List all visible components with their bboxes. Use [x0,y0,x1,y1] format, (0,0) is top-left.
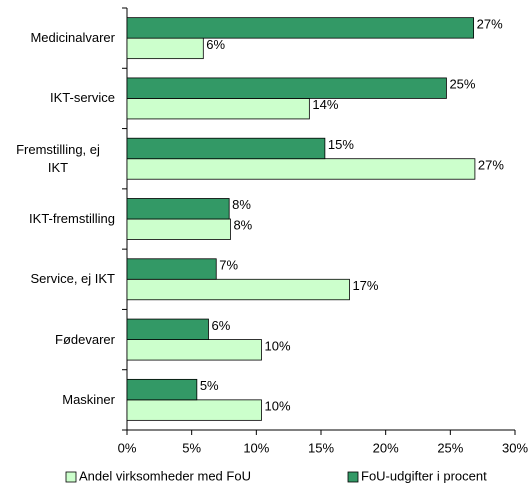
bar [126,137,326,160]
x-tick-label: 30% [502,440,528,455]
bar [126,77,447,99]
bar [126,198,230,220]
bar [126,218,231,240]
bar [126,258,217,280]
value-label: 17% [352,278,378,293]
y-tick-label: Fremstilling, ej IKT [16,141,100,175]
value-label: 8% [233,218,252,233]
value-label: 27% [478,157,504,172]
value-label: 5% [200,378,219,393]
x-tick-label: 20% [373,440,399,455]
value-label: 6% [206,37,225,52]
x-tick-label: 5% [182,440,201,455]
y-tick-label: Medicinalvarer [30,30,115,46]
legend-swatch [65,471,77,483]
bar [126,399,262,421]
x-tick-label: 25% [437,440,463,455]
value-label: 10% [265,338,291,353]
value-label: 15% [328,137,354,152]
bar [126,378,198,401]
y-tick-label: Fødevarer [55,331,115,347]
bar [126,278,350,301]
y-tick-label: IKT-service [49,90,115,106]
legend-swatch [347,471,359,483]
y-tick-label: Service, ej IKT [30,271,115,287]
bar [126,158,476,180]
bar [126,98,310,120]
x-tick-label: 0% [118,440,137,455]
bar [126,339,262,361]
value-label: 7% [219,257,238,272]
bar [126,37,204,60]
value-label: 10% [265,399,291,414]
x-tick-label: 15% [308,440,334,455]
bar [126,17,475,39]
value-label: 25% [449,77,475,92]
value-label: 6% [211,318,230,333]
value-label: 27% [477,16,503,31]
y-tick-label: IKT-fremstilling [29,211,115,226]
bar [126,318,209,340]
value-label: 14% [312,97,338,112]
x-tick-label: 10% [243,440,269,455]
y-tick-label: Maskiner [62,391,115,407]
legend-label: Andel virksomheder med FoU [79,468,251,483]
value-label: 8% [232,197,251,212]
legend-label: FoU-udgifter i procent [361,468,487,483]
